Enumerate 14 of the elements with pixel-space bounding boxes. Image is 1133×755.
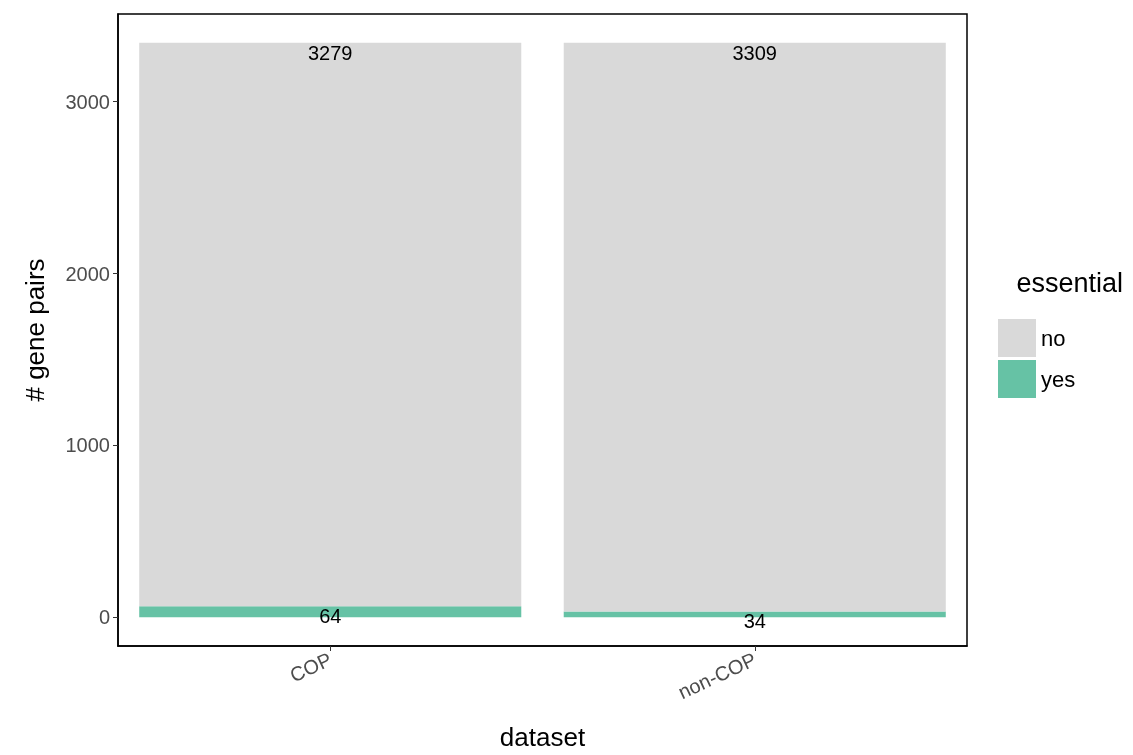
legend-label: no [1041,325,1066,351]
y-tick-label: 3000 [65,90,110,113]
x-tick-label: COP [286,648,335,687]
y-axis-title: # gene pairs [20,258,50,402]
legend-title: essential [1016,267,1124,298]
data-label: 34 [743,610,766,633]
y-tick-label: 2000 [65,262,110,285]
data-label: 3279 [308,41,353,64]
legend-label: yes [1041,366,1076,392]
y-tick-label: 0 [98,606,110,629]
x-axis-title: dataset [499,722,586,752]
data-label: 3309 [732,41,777,64]
y-tick-label: 1000 [65,434,110,457]
data-label: 64 [319,605,342,628]
